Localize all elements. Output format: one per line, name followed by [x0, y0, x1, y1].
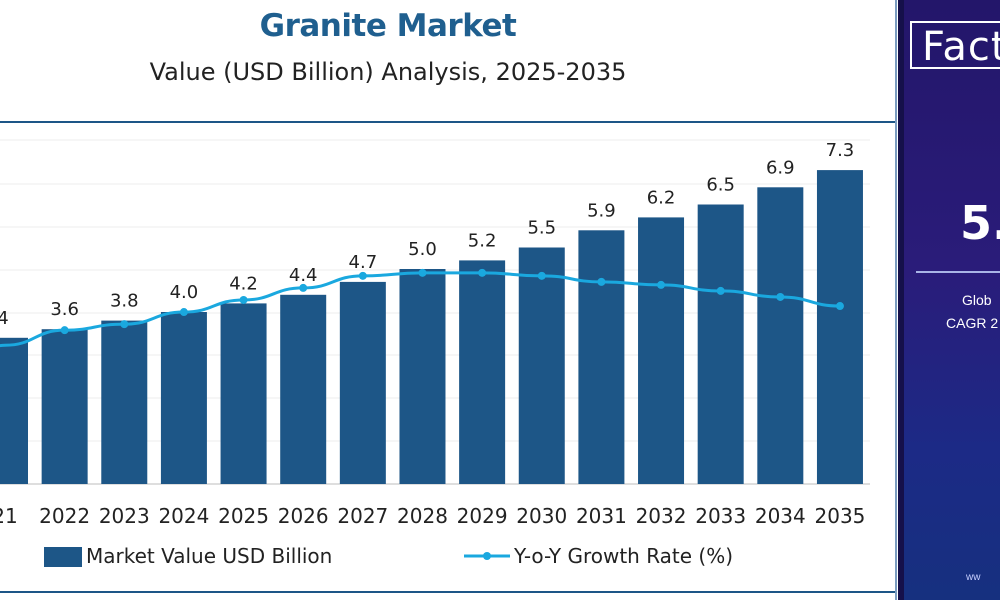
cagr-label-line-1: Glob	[962, 292, 992, 308]
bar-value-label: 6.2	[647, 187, 676, 208]
bar-21	[0, 337, 28, 484]
bar-2033	[697, 204, 744, 484]
bar-2034	[757, 187, 804, 485]
x-tick-label: 21	[0, 504, 18, 528]
growth-point-2033	[716, 286, 725, 295]
bar-value-label: 5.0	[408, 239, 437, 260]
x-tick-label: 2029	[457, 504, 508, 528]
bar-2024	[160, 312, 207, 484]
bar-2026	[280, 294, 327, 484]
legend-bar-label: Market Value USD Billion	[86, 544, 333, 568]
legend-line-label: Y-o-Y Growth Rate (%)	[514, 544, 734, 568]
growth-point-2028	[418, 268, 427, 277]
x-tick-label: 2030	[516, 504, 567, 528]
bar-series	[0, 170, 863, 485]
x-tick-label: 2024	[158, 504, 209, 528]
bar-2032	[638, 217, 685, 484]
x-tick-label: 2026	[278, 504, 329, 528]
side-divider	[916, 271, 1000, 273]
bar-2030	[518, 247, 565, 484]
bar-2028	[399, 269, 446, 484]
x-tick-label: 2025	[218, 504, 269, 528]
bar-value-label: 5.5	[527, 218, 556, 239]
bar-value-label: 4.2	[229, 273, 258, 294]
bar-value-label: 4.0	[170, 282, 199, 303]
bar-value-label: 4.7	[349, 252, 378, 273]
legend-line-swatch	[464, 552, 510, 560]
bar-value-label: 4	[0, 308, 9, 329]
growth-point-2035	[835, 302, 844, 311]
side-panel: Fact 5. Glob CAGR 2 ww	[898, 0, 1000, 600]
x-tick-label: 2022	[39, 504, 90, 528]
bar-value-labels: 4 3.6 3.8 4.0 4.2 4.4 4.7 5.0 5.2 5.5 5.9 6.2 6.5 6.9…	[0, 140, 854, 329]
bar-value-label: 5.9	[587, 200, 616, 221]
website-text: ww	[966, 572, 981, 583]
growth-line-series	[0, 268, 844, 348]
brand-logo: Fact	[910, 21, 1000, 70]
bar-value-label: 7.3	[826, 140, 855, 161]
growth-point-2034	[776, 292, 785, 301]
x-tick-label: 2034	[755, 504, 806, 528]
bar-value-label: 4.4	[289, 265, 318, 286]
bar-value-label: 5.2	[468, 230, 497, 251]
growth-point-2025	[239, 295, 248, 304]
x-tick-label: 2032	[636, 504, 687, 528]
legend: Market Value USD Billion Y-o-Y Growth Ra…	[44, 541, 824, 571]
chart-subtitle: Value (USD Billion) Analysis, 2025-2035	[149, 58, 627, 86]
growth-point-2024	[179, 308, 188, 317]
bar-2023	[101, 320, 148, 484]
bar-line-chart: 4 3.6 3.8 4.0 4.2 4.4 4.7 5.0 5.2 5.5 5.9 6.2 6.5 6.9…	[0, 0, 897, 600]
bar-2035	[816, 170, 863, 484]
bar-value-label: 6.9	[766, 157, 795, 178]
bar-2031	[578, 230, 625, 484]
growth-line-path	[0, 271, 840, 348]
bar-value-label: 3.8	[110, 291, 139, 312]
x-tick-label: 2028	[397, 504, 448, 528]
bar-2027	[339, 281, 386, 484]
x-tick-label: 2033	[695, 504, 746, 528]
growth-point-2027	[358, 271, 367, 280]
growth-point-2031	[597, 277, 606, 286]
cagr-label-line-2: CAGR 2	[946, 315, 999, 331]
bar-value-label: 6.5	[706, 175, 735, 196]
x-tick-label: 2031	[576, 504, 627, 528]
growth-point-2022	[60, 326, 69, 335]
brand-text: Fact	[922, 24, 1000, 70]
cagr-value: 5.	[960, 196, 1000, 250]
bar-value-label: 3.6	[50, 299, 79, 320]
growth-point-2029	[478, 268, 487, 277]
growth-point-2032	[657, 280, 666, 289]
bar-2025	[220, 303, 267, 484]
chart-title: Granite Market	[259, 8, 517, 44]
x-tick-label: 2023	[99, 504, 150, 528]
growth-point-2026	[299, 283, 308, 292]
bar-2029	[459, 260, 506, 484]
bar-2022	[41, 329, 88, 484]
chart-panel: 4 3.6 3.8 4.0 4.2 4.4 4.7 5.0 5.2 5.5 5.9 6.2 6.5 6.9…	[0, 0, 898, 600]
legend-bar-swatch	[44, 547, 82, 567]
x-axis-tick-labels: 21 2022 2023 2024 2025 2026 2027 2028 2029 2030 20…	[0, 504, 865, 528]
growth-point-2030	[537, 271, 546, 280]
x-tick-label: 2027	[337, 504, 388, 528]
x-tick-label: 2035	[815, 504, 866, 528]
growth-point-2023	[120, 320, 129, 329]
